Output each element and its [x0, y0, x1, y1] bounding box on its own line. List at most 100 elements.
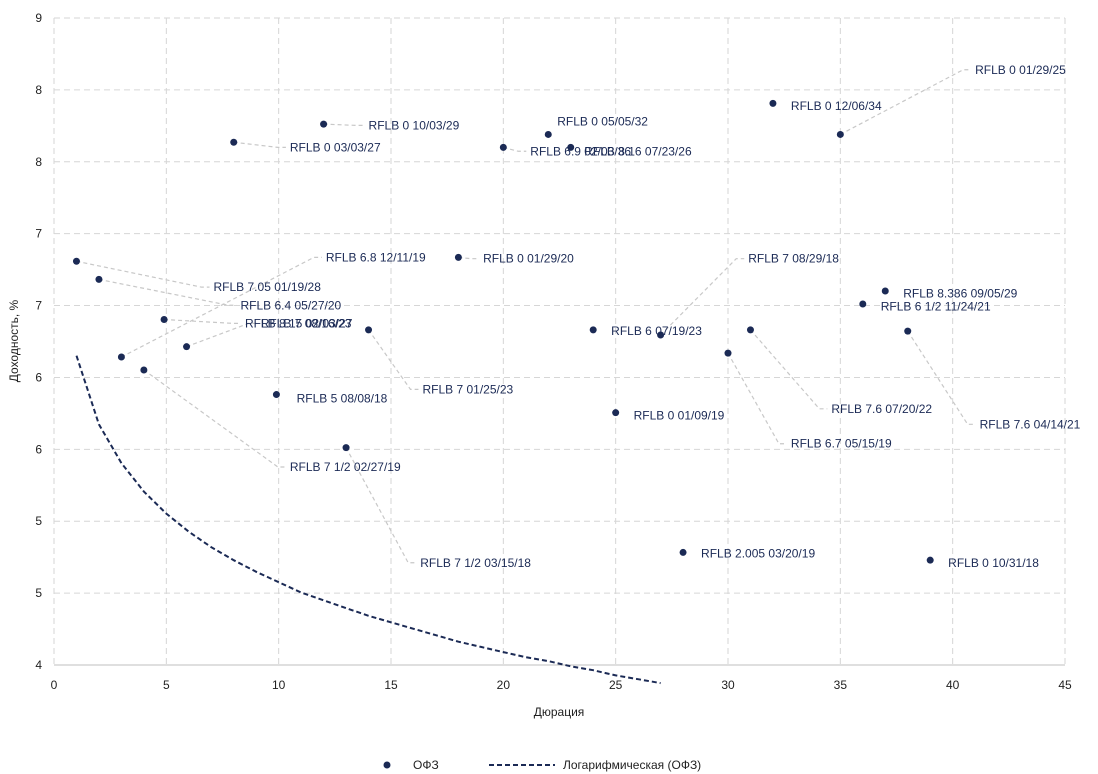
data-point [612, 409, 620, 417]
leader-line [907, 330, 976, 425]
point-label: RFLB 7.05 01/19/28 [214, 280, 322, 294]
point-label: RFLB 8.386 09/05/29 [903, 287, 1017, 301]
point-label: RFLB 7 08/29/18 [748, 252, 839, 266]
x-tick-label: 5 [163, 678, 170, 692]
x-tick-label: 0 [51, 678, 58, 692]
point-label: RFLB 2.005 03/20/19 [701, 547, 815, 561]
x-tick-label: 30 [721, 678, 735, 692]
data-point [230, 138, 238, 146]
point-label: RFLB 7.6 07/20/22 [831, 402, 932, 416]
leader-line [750, 329, 828, 410]
leader-line [503, 146, 527, 152]
y-tick-label: 5 [35, 514, 42, 528]
point-label: RFLB 6.7 05/15/19 [791, 437, 892, 451]
data-point [140, 366, 148, 374]
y-tick-label: 6 [35, 370, 42, 384]
data-point [454, 253, 462, 261]
label-leader-lines [76, 69, 976, 564]
point-label: RFLB 0 12/06/34 [791, 99, 882, 113]
data-point [836, 130, 844, 138]
data-point [117, 353, 125, 361]
point-label: RFLB 0 01/29/25 [975, 63, 1066, 77]
point-label: RFLB 8.16 07/23/26 [584, 144, 692, 158]
x-tick-label: 10 [272, 678, 286, 692]
leader-line [186, 322, 257, 348]
point-label: RFLB 7.6 04/14/21 [980, 417, 1081, 431]
leader-line [345, 447, 417, 564]
leader-line [727, 352, 787, 445]
x-tick-label: 35 [834, 678, 848, 692]
trend-line [75, 355, 661, 685]
y-tick-label: 4 [35, 658, 42, 672]
data-point [859, 300, 867, 308]
leader-line [121, 256, 322, 358]
data-point [769, 99, 777, 107]
legend-log-trend: Логарифмическая (ОФЗ) [563, 758, 701, 772]
data-point [499, 143, 507, 151]
data-point [320, 120, 328, 128]
legend-marker-icon [383, 761, 391, 769]
point-label: RFLB 0 10/03/29 [369, 118, 460, 132]
y-tick-label: 9 [35, 11, 42, 25]
point-label: RFLB 0 10/31/18 [948, 556, 1039, 570]
data-point [657, 331, 665, 339]
x-tick-label: 45 [1058, 678, 1072, 692]
x-tick-label: 15 [384, 678, 398, 692]
x-tick-label: 40 [946, 678, 960, 692]
leader-line [164, 318, 241, 324]
point-label: RFLB 6 1/2 11/24/21 [881, 300, 991, 314]
leader-line [233, 141, 286, 148]
y-axis-title: Доходность, % [7, 299, 21, 382]
point-label: RFLB 6 07/19/23 [611, 324, 702, 338]
point-label: RFLB 0 01/09/19 [634, 408, 725, 422]
y-tick-labels: 4 5 5 6 6 7 7 8 8 9 [35, 11, 42, 672]
y-tick-label: 7 [35, 299, 42, 313]
data-point [272, 391, 280, 399]
point-labels: RFLB 7.05 01/19/28 RFLB 6.4 05/27/20 RFLB … [214, 63, 1081, 570]
data-point [183, 343, 191, 351]
point-label: RFLB 6.8 12/11/19 [326, 250, 426, 264]
point-label: RFLB 5 08/08/18 [297, 391, 388, 405]
x-tick-label: 25 [609, 678, 623, 692]
data-point [95, 275, 103, 283]
leader-line [143, 369, 286, 468]
point-label: RFLB 8.15 02/03/27 [245, 316, 353, 330]
data-point [72, 257, 80, 265]
x-tick-label: 20 [497, 678, 511, 692]
data-point [365, 326, 373, 334]
data-point [926, 556, 934, 564]
legend-ofz: ОФЗ [413, 758, 439, 772]
data-point [589, 326, 597, 334]
data-point [342, 444, 350, 452]
y-tick-label: 6 [35, 442, 42, 456]
data-point [724, 349, 732, 357]
point-label: RFLB 7 1/2 02/27/19 [290, 460, 401, 474]
leader-line [76, 260, 210, 288]
data-point [679, 548, 687, 556]
point-label: RFLB 0 01/29/20 [483, 252, 574, 266]
data-points [72, 99, 934, 564]
data-point [881, 287, 889, 295]
x-axis-title: Дюрация [534, 705, 585, 719]
y-tick-label: 7 [35, 227, 42, 241]
x-tick-labels: 0 5 10 15 20 25 30 35 40 45 [51, 678, 1072, 692]
y-tick-label: 8 [35, 155, 42, 169]
leader-line [660, 258, 745, 336]
y-tick-label: 8 [35, 83, 42, 97]
point-label: RFLB 0 03/03/27 [290, 140, 381, 154]
point-label: RFLB 0 05/05/32 [557, 115, 648, 129]
point-label: RFLB 7 01/25/23 [422, 382, 513, 396]
data-point [160, 316, 168, 324]
data-point [544, 130, 552, 138]
y-tick-label: 5 [35, 586, 42, 600]
point-label: RFLB 7 1/2 03/15/18 [420, 556, 531, 570]
leader-line [368, 329, 419, 390]
point-label: RFLB 7 08/16/23 [261, 316, 352, 330]
legend: ОФЗ Логарифмическая (ОФЗ) [383, 758, 701, 772]
data-point [904, 327, 912, 335]
point-label: RFLB 6.9 02/03/36 [530, 144, 631, 158]
grid [53, 17, 1066, 665]
data-point [567, 143, 575, 151]
data-point [746, 326, 754, 334]
